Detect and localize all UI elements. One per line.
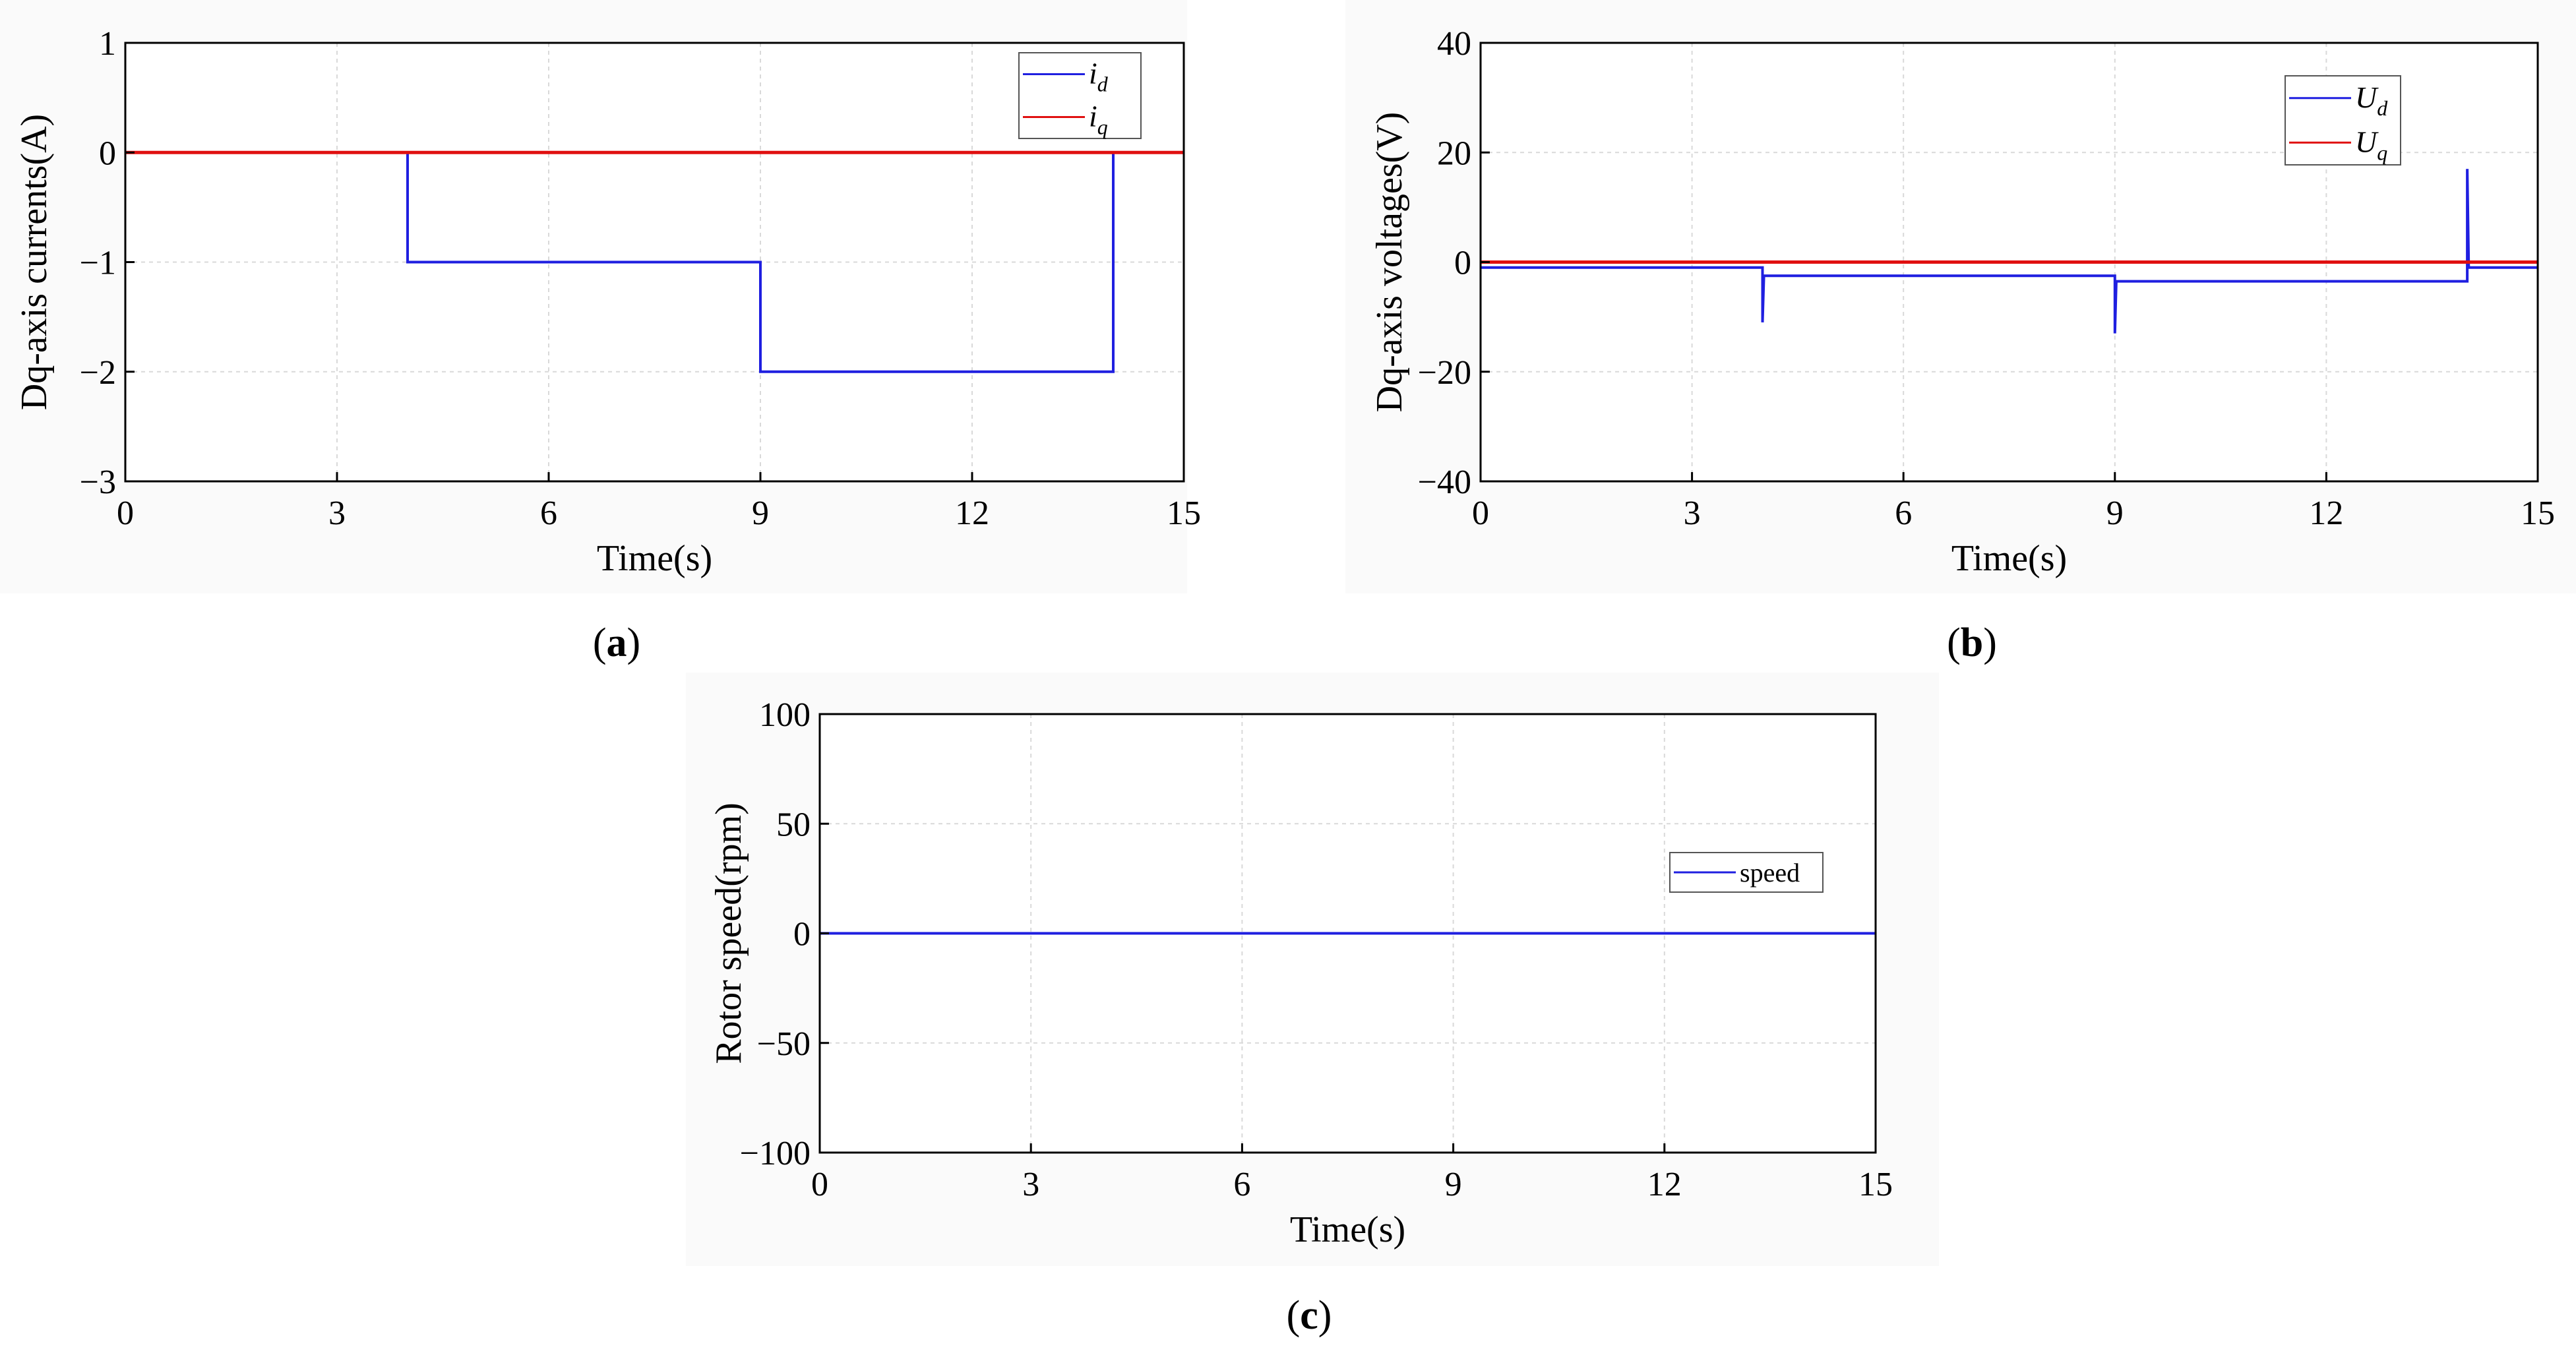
x-tick-label: 9	[752, 495, 769, 532]
y-tick-label: −40	[1418, 464, 1471, 501]
x-tick-label: 9	[2106, 495, 2124, 532]
y-tick-label: −100	[740, 1135, 811, 1172]
x-tick-label: 0	[117, 495, 134, 532]
x-tick-label: 3	[1684, 495, 1701, 532]
x-axis-label: Time(s)	[597, 538, 712, 579]
x-tick-label: 6	[540, 495, 557, 532]
y-axis-label: Rotor speed(rpm)	[708, 802, 749, 1064]
legend-box	[1018, 52, 1142, 139]
y-tick-label: 50	[776, 806, 811, 843]
legend-label-U_q: Uq	[2355, 125, 2387, 164]
x-axis-label: Time(s)	[1951, 538, 2067, 579]
x-tick-label: 15	[1858, 1166, 1893, 1203]
chart-a: 0 3 6 9 12 15 1 0 −1 −2 −3 Time(s) Dq-axis currents(…	[0, 0, 1201, 665]
x-tick-label: 6	[1895, 495, 1912, 532]
x-tick-label: 12	[2309, 495, 2343, 532]
y-tick-label: −1	[80, 245, 116, 282]
chart-c: 0 3 6 9 12 15 100 50 0 −50 −100 Time(s) Rotor speed(…	[686, 673, 1939, 1338]
y-tick-label: 0	[1454, 245, 1471, 282]
y-tick-label: −20	[1418, 354, 1471, 392]
y-axis-label: Dq-axis voltages(V)	[1369, 112, 1410, 413]
legend: id iq	[1018, 52, 1142, 139]
caption: (b)	[1947, 620, 1997, 665]
y-tick-label: 1	[99, 25, 116, 63]
legend-label-U_d: Ud	[2355, 80, 2388, 120]
series-line-i_d	[125, 151, 1184, 373]
x-tick-label: 6	[1233, 1166, 1250, 1203]
x-tick-label: 0	[1472, 495, 1489, 532]
legend-label-i_d: id	[1089, 57, 1109, 96]
x-tick-label: 3	[328, 495, 346, 532]
y-tick-label: −3	[80, 464, 116, 501]
legend-label-i_q: iq	[1089, 100, 1108, 139]
y-tick-label: 0	[793, 916, 811, 953]
y-axis-label: Dq-axis currents(A)	[14, 114, 55, 410]
x-tick-label: 15	[1167, 495, 1201, 532]
x-tick-label: 15	[2521, 495, 2555, 532]
y-tick-label: 100	[759, 696, 811, 734]
y-tick-label: 20	[1437, 135, 1471, 172]
x-tick-label: 12	[1647, 1166, 1682, 1203]
y-tick-label: −2	[80, 354, 116, 392]
caption: (c)	[1287, 1293, 1332, 1338]
x-tick-label: 9	[1445, 1166, 1462, 1203]
chart-b: 0 3 6 9 12 15 40 20 0 −20 −40 Time(s) Dq-axis voltag…	[1345, 0, 2576, 665]
x-axis-label: Time(s)	[1290, 1209, 1405, 1250]
caption: (a)	[593, 620, 640, 665]
y-tick-label: 40	[1437, 25, 1471, 63]
x-tick-label: 0	[811, 1166, 828, 1203]
legend: speed	[1669, 852, 1824, 893]
y-tick-label: −50	[757, 1025, 811, 1063]
legend-box	[2285, 75, 2401, 166]
series-line-U_d	[1481, 169, 2538, 334]
y-tick-label: 0	[99, 135, 116, 172]
x-tick-label: 3	[1022, 1166, 1039, 1203]
legend: Ud Uq	[2285, 75, 2401, 166]
legend-label-speed: speed	[1740, 858, 1800, 888]
x-tick-label: 12	[955, 495, 989, 532]
